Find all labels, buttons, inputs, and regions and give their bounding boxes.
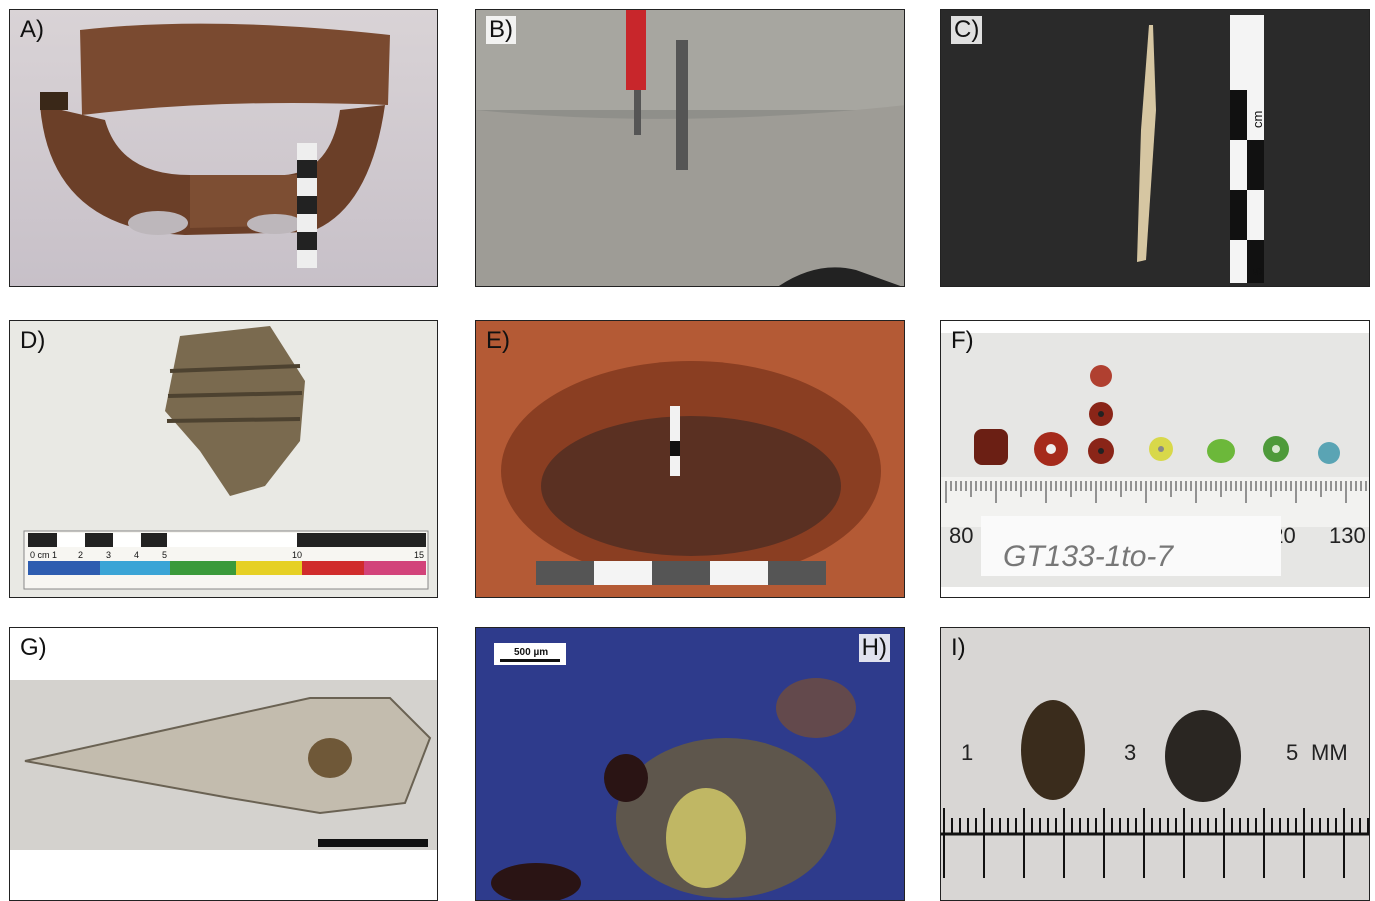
ruler-number-5: 5 [1286,740,1298,765]
panel-f: 80 120 130 GT133-1to-7 F) [940,320,1370,598]
ruler-unit: MM [1311,740,1348,765]
panel-i: 1 3 5 MM I) [940,627,1370,901]
panel-d-label: D) [20,327,46,354]
potsherd-photo: 0 cm 1 2 3 4 5 10 15 [10,321,437,597]
panel-i-label: I) [951,634,966,661]
bone-point-photo: cm 5 [941,10,1369,286]
scale-tick-4: 4 [134,550,139,560]
panel-h-label: H) [858,634,890,662]
panel-g: G) [9,627,438,901]
glass-beads-photo: 80 120 130 GT133-1to-7 [941,321,1369,597]
panel-a-label: A) [20,16,44,43]
seeds-photo: 1 3 5 MM [941,628,1369,900]
ruler-number-1: 1 [961,740,973,765]
panel-e: E) [475,320,905,598]
ruler-left-number: 80 [949,523,973,548]
panel-c: cm 5 C) [940,9,1370,287]
panel-b-label: B) [486,16,516,44]
panel-f-label: F) [951,327,974,354]
scalebar-text: 500 µm [514,647,548,658]
scale-unit-text: cm [1250,111,1265,128]
scale-tick-1: 1 [52,550,57,560]
panel-g-label: G) [20,634,47,661]
pottery-vessel-photo [10,10,437,286]
ruler-number-3: 3 [1124,740,1136,765]
phytolith-micrograph [10,628,437,900]
scale-tick-5: 5 [162,550,167,560]
specimen-label-handwritten: GT133-1to-7 [1003,540,1174,573]
scale-tick-10: 10 [292,550,302,560]
panel-h: 500 µm H) [475,627,905,901]
panel-c-label: C) [951,16,983,44]
thin-section-micrograph: 500 µm [476,628,904,900]
ruler-right-number: 130 [1329,523,1366,548]
scale-tick-3: 3 [106,550,111,560]
scale-number-text: 5 [1250,268,1265,275]
soil-excavation-photo [476,10,904,286]
scale-tick-15: 15 [414,550,424,560]
panel-e-label: E) [486,327,510,354]
scale-tick-2: 2 [78,550,83,560]
panel-b: B) [475,9,905,287]
excavated-pit-photo [476,321,904,597]
panel-a: A) [9,9,438,287]
panel-d: 0 cm 1 2 3 4 5 10 15 D) [9,320,438,598]
scale-tick-0: 0 cm [30,550,50,560]
